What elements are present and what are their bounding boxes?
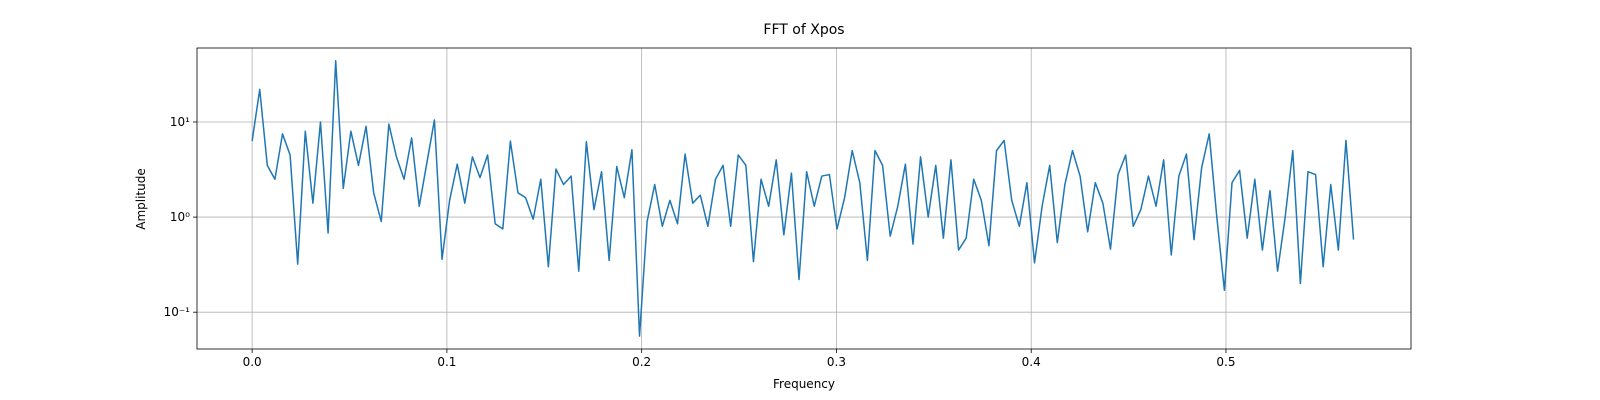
x-tick-label: 0.3 xyxy=(827,355,846,369)
y-tick-label: 10⁻¹ xyxy=(164,305,191,319)
x-axis-label: Frequency xyxy=(773,377,835,391)
x-tick-label: 0.4 xyxy=(1022,355,1041,369)
y-axis-label: Amplitude xyxy=(134,168,148,230)
x-tick-label: 0.2 xyxy=(632,355,651,369)
x-tick-label: 0.0 xyxy=(243,355,262,369)
chart-title: FFT of Xpos xyxy=(763,22,844,38)
x-tick-label: 0.5 xyxy=(1216,355,1235,369)
plot-frame xyxy=(196,47,1412,350)
data-line xyxy=(251,60,1355,337)
y-tick-label: 10¹ xyxy=(170,115,190,129)
x-tick-label: 0.1 xyxy=(437,355,456,369)
y-tick-label: 10⁰ xyxy=(170,210,190,224)
